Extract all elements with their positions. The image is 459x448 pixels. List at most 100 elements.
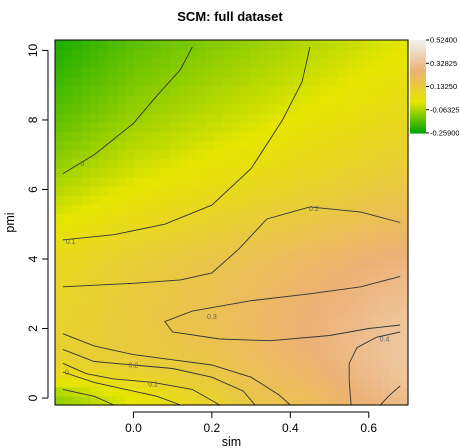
- heatmap-cell: [107, 176, 118, 187]
- heatmap-cell: [99, 94, 109, 105]
- heatmap-cell: [134, 85, 144, 96]
- heatmap-cell: [125, 377, 136, 388]
- heatmap-cell: [72, 295, 83, 306]
- heatmap-cell: [63, 131, 74, 141]
- heatmap-cell: [99, 85, 109, 96]
- heatmap-cell: [152, 395, 162, 406]
- heatmap-cell: [372, 113, 383, 123]
- heatmap-cell: [72, 149, 83, 160]
- heatmap-cell: [143, 49, 153, 59]
- heatmap-cell: [160, 113, 171, 123]
- heatmap-cell: [187, 240, 197, 251]
- heatmap-cell: [90, 304, 100, 315]
- heatmap-cell: [355, 49, 365, 59]
- heatmap-cell: [55, 359, 65, 370]
- heatmap-cell: [72, 140, 83, 151]
- heatmap-cell: [187, 359, 197, 370]
- heatmap-cell: [134, 149, 144, 160]
- heatmap-cell: [222, 368, 233, 379]
- heatmap-cell: [346, 386, 356, 397]
- heatmap-cell: [337, 140, 347, 151]
- heatmap-cell: [293, 386, 303, 397]
- heatmap-cell: [355, 368, 365, 379]
- heatmap-cell: [90, 249, 100, 260]
- heatmap-cell: [99, 386, 109, 397]
- heatmap-cell: [143, 231, 153, 242]
- heatmap-cell: [390, 395, 400, 406]
- heatmap-cell: [143, 204, 153, 214]
- heatmap-cell: [152, 158, 162, 169]
- heatmap-cell: [152, 195, 162, 205]
- heatmap-cell: [363, 122, 374, 132]
- heatmap-cell: [222, 113, 233, 123]
- heatmap-cell: [90, 386, 100, 397]
- heatmap-cell: [169, 313, 180, 324]
- heatmap-cell: [99, 49, 109, 59]
- heatmap-cell: [213, 277, 224, 287]
- contour-line: [62, 333, 291, 406]
- heatmap-cell: [63, 186, 74, 196]
- heatmap-cell: [346, 176, 356, 187]
- heatmap-cell: [355, 94, 365, 105]
- heatmap-cell: [178, 386, 188, 397]
- heatmap-cell: [293, 49, 303, 59]
- heatmap-cell: [222, 240, 233, 251]
- heatmap-cell: [196, 213, 206, 224]
- heatmap-cell: [160, 67, 171, 78]
- heatmap-cell: [390, 85, 400, 96]
- heatmap-cell: [81, 40, 91, 50]
- heatmap-cell: [231, 49, 241, 59]
- heatmap-cell: [381, 213, 391, 224]
- heatmap-cell: [81, 332, 91, 342]
- contour-label: 0.1: [148, 382, 158, 389]
- heatmap-cell: [160, 158, 171, 169]
- heatmap-cell: [240, 195, 250, 205]
- heatmap-cell: [90, 313, 100, 324]
- heatmap-cell: [213, 359, 224, 370]
- heatmap-cell: [152, 176, 162, 187]
- heatmap-cell: [169, 213, 180, 224]
- heatmap-cell: [372, 240, 383, 251]
- heatmap-cell: [363, 176, 374, 187]
- heatmap-cell: [107, 122, 118, 132]
- heatmap-cell: [143, 259, 153, 269]
- heatmap-cell: [116, 222, 127, 233]
- heatmap-cell: [293, 286, 303, 297]
- contour-line: [62, 46, 311, 241]
- heatmap-cell: [240, 313, 250, 324]
- heatmap-cell: [90, 368, 100, 379]
- heatmap-cell: [90, 332, 100, 342]
- heatmap-cell: [355, 158, 365, 169]
- heatmap-cell: [249, 140, 259, 151]
- heatmap-cell: [55, 386, 65, 397]
- heatmap-cell: [381, 167, 391, 178]
- heatmap-cell: [90, 140, 100, 151]
- heatmap-cell: [205, 313, 215, 324]
- heatmap-cell: [99, 176, 109, 187]
- heatmap-cell: [107, 395, 118, 406]
- heatmap-cell: [196, 67, 206, 78]
- heatmap-cell: [399, 140, 409, 151]
- heatmap-cell: [125, 158, 136, 169]
- heatmap-cell: [302, 158, 312, 169]
- heatmap-cell: [205, 277, 215, 287]
- heatmap-cell: [275, 131, 286, 141]
- heatmap-cell: [302, 167, 312, 178]
- heatmap-cell: [363, 341, 374, 351]
- heatmap-cell: [240, 332, 250, 342]
- heatmap-cell: [399, 386, 409, 397]
- colorbar-swatch: [410, 69, 426, 72]
- heatmap-cell: [196, 277, 206, 287]
- heatmap-cell: [152, 377, 162, 388]
- heatmap-cell: [125, 186, 136, 196]
- heatmap-cell: [284, 249, 294, 260]
- heatmap-cell: [390, 131, 400, 141]
- heatmap-cell: [125, 204, 136, 214]
- heatmap-cell: [328, 277, 338, 287]
- heatmap-cell: [319, 176, 330, 187]
- heatmap-cell: [125, 295, 136, 306]
- heatmap-cell: [319, 395, 330, 406]
- heatmap-cell: [399, 377, 409, 388]
- heatmap-cell: [72, 386, 83, 397]
- heatmap-cell: [160, 249, 171, 260]
